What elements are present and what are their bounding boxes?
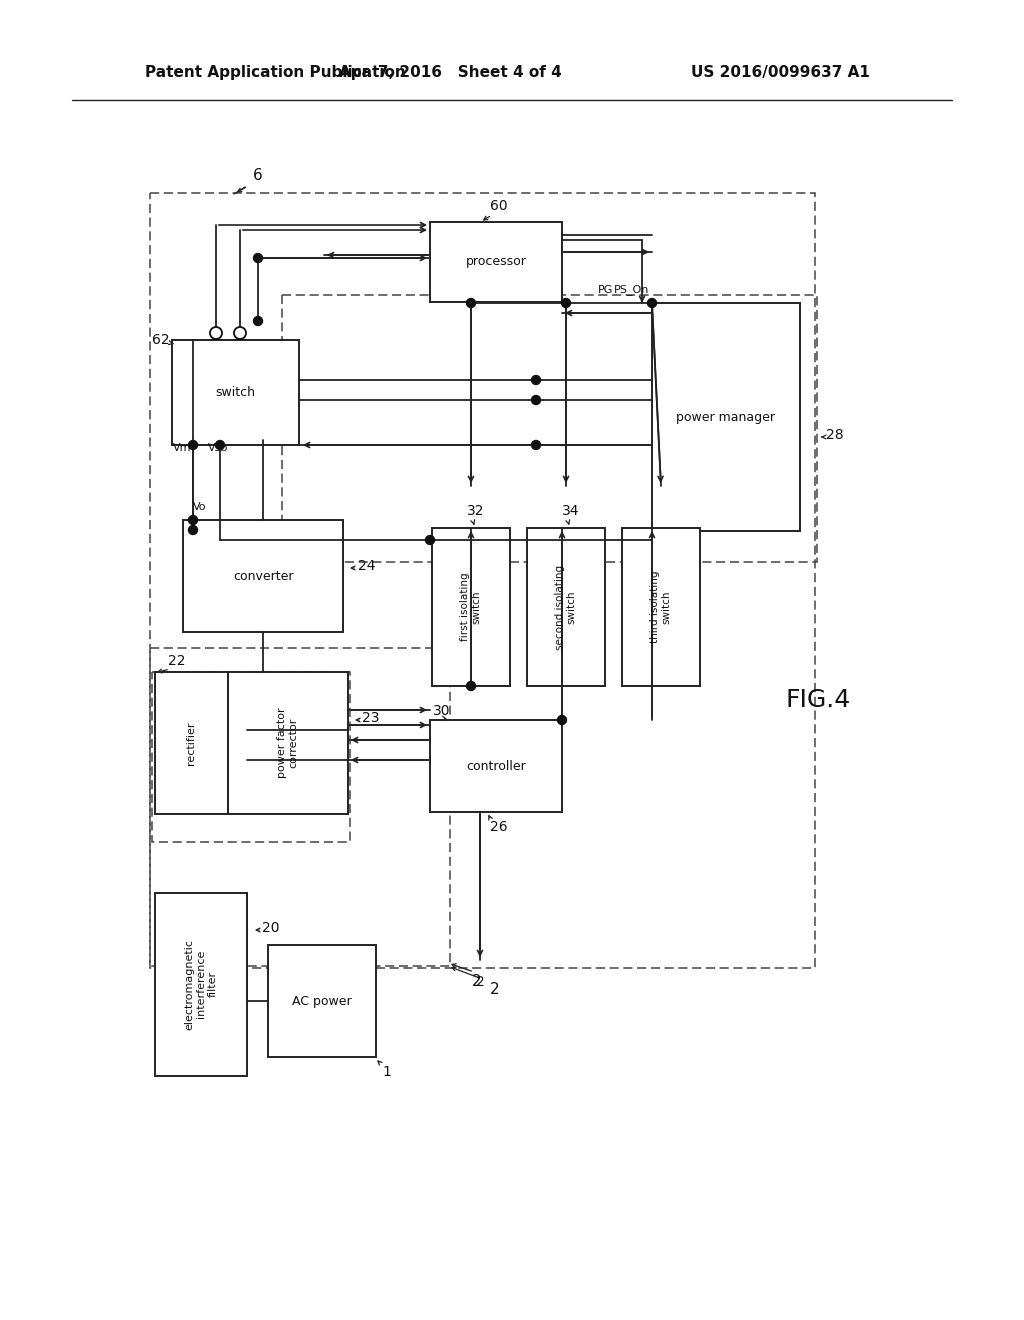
Bar xyxy=(172,341,299,445)
Text: 30: 30 xyxy=(433,704,451,718)
Bar xyxy=(150,193,815,968)
Circle shape xyxy=(215,441,224,450)
Bar xyxy=(152,672,350,842)
Text: PS_On: PS_On xyxy=(613,285,649,296)
Text: 2: 2 xyxy=(490,982,500,997)
Bar xyxy=(430,719,562,812)
Text: 24: 24 xyxy=(358,558,376,573)
Text: 60: 60 xyxy=(490,199,508,213)
Text: FIG.4: FIG.4 xyxy=(785,688,850,711)
Bar xyxy=(150,648,450,966)
Circle shape xyxy=(188,441,198,450)
Circle shape xyxy=(557,715,566,725)
Bar xyxy=(183,520,343,632)
Text: 34: 34 xyxy=(562,504,580,517)
Text: Vo: Vo xyxy=(193,502,207,512)
Circle shape xyxy=(531,441,541,450)
Text: 62: 62 xyxy=(153,333,170,347)
Circle shape xyxy=(561,298,570,308)
Circle shape xyxy=(531,396,541,404)
Bar xyxy=(155,894,247,1076)
Bar xyxy=(282,294,817,562)
Bar xyxy=(430,222,562,302)
Text: first isolating
switch: first isolating switch xyxy=(460,573,482,642)
Circle shape xyxy=(254,253,262,263)
Circle shape xyxy=(234,327,246,339)
Bar xyxy=(155,672,228,814)
Text: US 2016/0099637 A1: US 2016/0099637 A1 xyxy=(691,65,870,79)
Text: processor: processor xyxy=(466,256,526,268)
Text: 2: 2 xyxy=(472,974,481,989)
Circle shape xyxy=(467,681,475,690)
Text: rectifier: rectifier xyxy=(186,721,196,764)
Circle shape xyxy=(254,317,262,326)
Text: power factor
corrector: power factor corrector xyxy=(278,708,299,779)
Text: controller: controller xyxy=(466,759,526,772)
Text: PG: PG xyxy=(598,285,613,294)
Text: 28: 28 xyxy=(826,428,844,442)
Circle shape xyxy=(531,375,541,384)
Text: Apr. 7, 2016   Sheet 4 of 4: Apr. 7, 2016 Sheet 4 of 4 xyxy=(339,65,561,79)
Text: converter: converter xyxy=(232,569,293,582)
Circle shape xyxy=(188,525,198,535)
Bar xyxy=(228,672,348,814)
Text: 1: 1 xyxy=(382,1065,391,1078)
Text: electromagnetic
interference
filter: electromagnetic interference filter xyxy=(184,939,217,1030)
Text: 6: 6 xyxy=(253,168,263,183)
Text: 20: 20 xyxy=(262,921,280,935)
Text: AC power: AC power xyxy=(292,994,352,1007)
Text: 26: 26 xyxy=(490,820,508,834)
Text: Vsb: Vsb xyxy=(208,444,228,453)
Text: 32: 32 xyxy=(467,504,484,517)
Bar xyxy=(652,304,800,531)
Text: power manager: power manager xyxy=(677,411,775,424)
Circle shape xyxy=(426,536,434,544)
Bar xyxy=(268,945,376,1057)
Text: Vm: Vm xyxy=(173,444,191,453)
Text: 2: 2 xyxy=(476,975,484,989)
Text: 22: 22 xyxy=(168,653,185,668)
Text: Patent Application Publication: Patent Application Publication xyxy=(145,65,406,79)
Circle shape xyxy=(467,298,475,308)
Text: second isolating
switch: second isolating switch xyxy=(555,565,577,649)
Circle shape xyxy=(210,327,222,339)
Bar xyxy=(527,528,605,686)
Text: 23: 23 xyxy=(362,711,380,725)
Text: switch: switch xyxy=(215,385,255,399)
Circle shape xyxy=(647,298,656,308)
Bar xyxy=(432,528,510,686)
Text: third isolating
switch: third isolating switch xyxy=(650,570,672,643)
Circle shape xyxy=(188,516,198,524)
Bar xyxy=(622,528,700,686)
